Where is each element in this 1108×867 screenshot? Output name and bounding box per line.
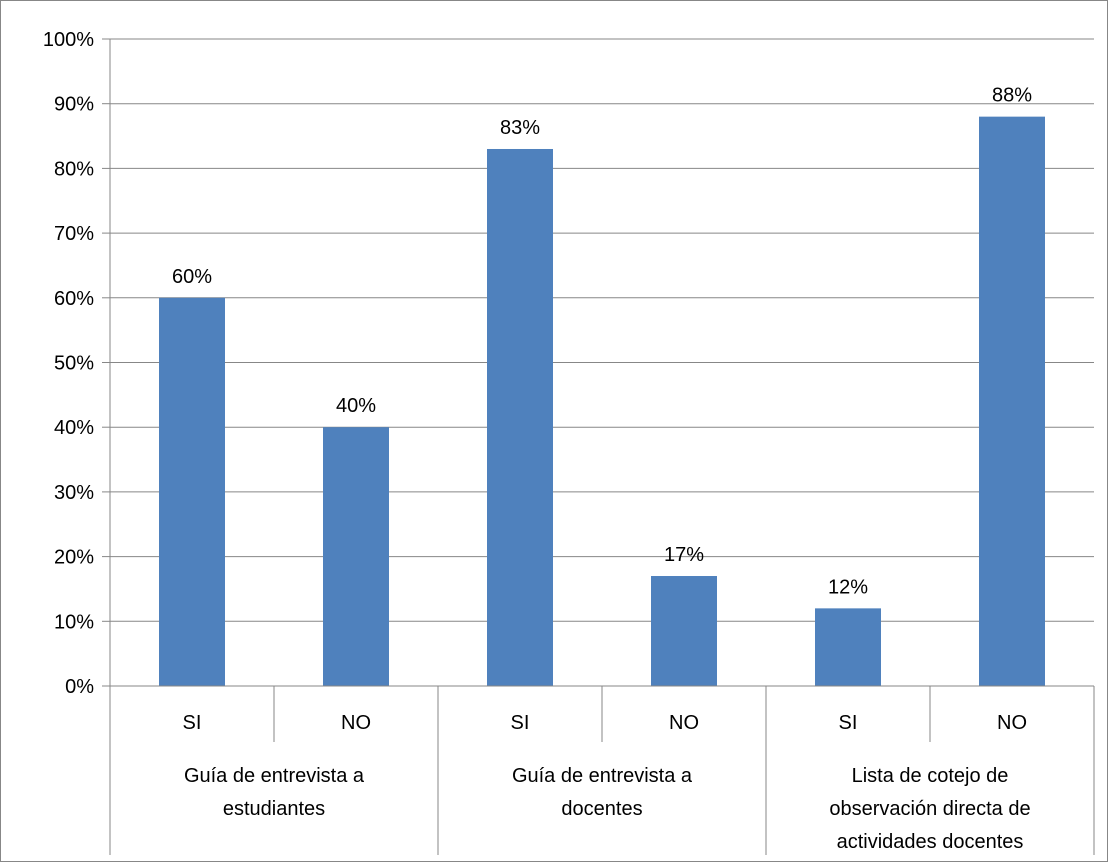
group-label: actividades docentes: [837, 831, 1024, 853]
y-tick-label: 70%: [54, 223, 94, 245]
category-label: NO: [669, 712, 699, 734]
y-tick-label: 90%: [54, 94, 94, 116]
data-label: 40%: [336, 395, 376, 417]
data-label: 60%: [172, 266, 212, 288]
bar: [815, 608, 881, 686]
bar: [979, 116, 1045, 686]
category-label: NO: [341, 712, 371, 734]
group-label: estudiantes: [223, 798, 325, 820]
group-label: Guía de entrevista a: [512, 765, 693, 787]
group-label: Lista de cotejo de: [852, 765, 1009, 787]
axes: [102, 38, 1095, 855]
data-label: 12%: [828, 576, 868, 598]
bar: [487, 148, 553, 687]
group-label: Guía de entrevista a: [184, 765, 365, 787]
bar: [651, 576, 717, 686]
category-label: SI: [839, 712, 858, 734]
y-tick-label: 60%: [54, 288, 94, 310]
bar: [159, 297, 225, 686]
y-tick-label: 80%: [54, 158, 94, 180]
y-tick-label: 100%: [43, 29, 94, 51]
data-label: 83%: [500, 117, 540, 139]
data-label: 17%: [664, 544, 704, 566]
data-label: 88%: [992, 85, 1032, 107]
group-label: observación directa de: [829, 798, 1030, 820]
y-tick-label: 10%: [54, 611, 94, 633]
y-tick-label: 50%: [54, 353, 94, 375]
y-tick-label: 20%: [54, 547, 94, 569]
category-label: NO: [997, 712, 1027, 734]
y-tick-label: 0%: [65, 676, 94, 698]
category-label: SI: [183, 712, 202, 734]
group-label: docentes: [561, 798, 642, 820]
bar: [323, 427, 389, 686]
labels: 0% 10% 20% 30% 40% 50% 60% 70% 80% 90% 100% 60% SI 40…: [43, 29, 1032, 853]
category-label: SI: [511, 712, 530, 734]
y-tick-label: 30%: [54, 482, 94, 504]
y-tick-label: 40%: [54, 417, 94, 439]
bars: [159, 116, 1045, 687]
gridlines: [110, 38, 1094, 622]
